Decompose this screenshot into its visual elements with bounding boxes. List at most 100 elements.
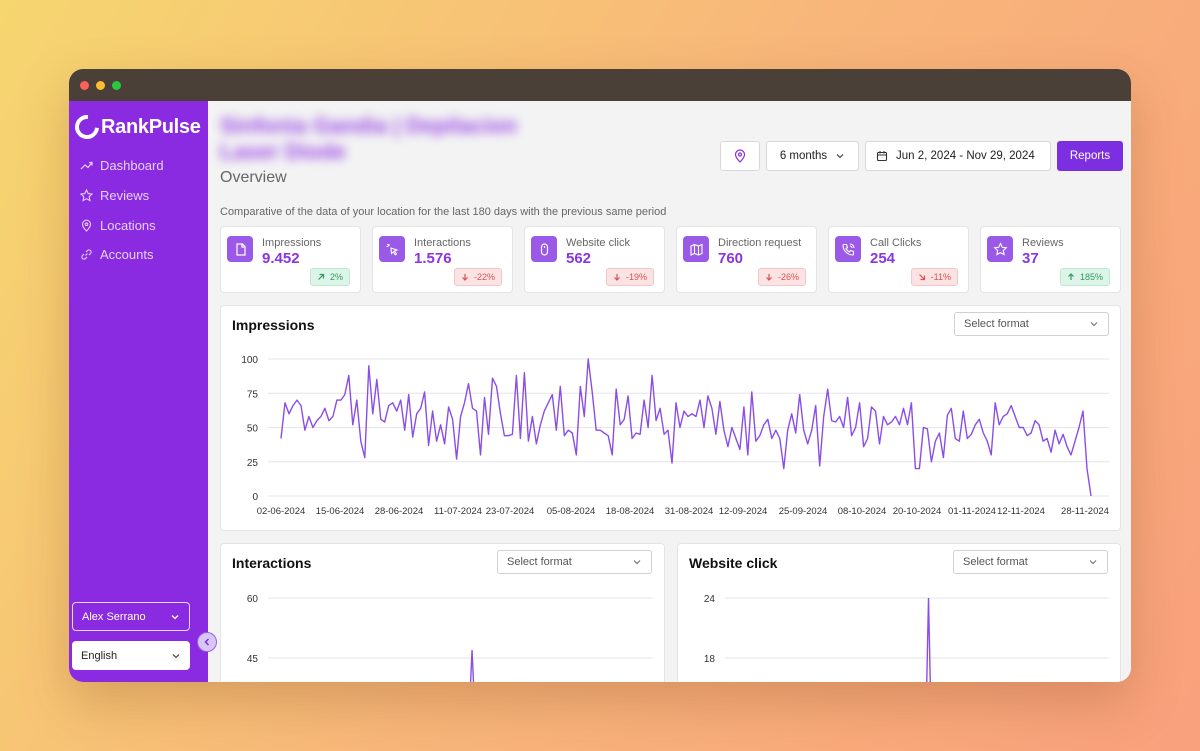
x-tick-label: 12-09-2024	[719, 506, 768, 517]
toolbar: 6 months Jun 2, 2024 - Nov 29, 2024 Repo…	[720, 141, 1123, 171]
kpi-icon-box	[987, 236, 1013, 262]
y-tick-label: 50	[247, 424, 259, 435]
kpi-card-website-click[interactable]: Website click 562 -19%	[524, 226, 665, 293]
x-tick-label: 02-06-2024	[257, 506, 306, 517]
interactions-format-select[interactable]: Select format	[497, 550, 652, 574]
series-peak	[469, 649, 475, 682]
sidebar-item-accounts[interactable]: Accounts	[80, 240, 205, 270]
phone-call-icon	[841, 242, 855, 256]
close-window-button[interactable]	[80, 80, 89, 90]
trending-up-icon	[80, 162, 93, 170]
map-pin-icon	[81, 219, 92, 232]
kpi-card-direction-request[interactable]: Direction request 760 -26%	[676, 226, 817, 293]
arrow-down-icon	[614, 274, 620, 281]
reports-button[interactable]: Reports	[1057, 141, 1123, 171]
brand-logo[interactable]: RankPulse	[70, 110, 201, 144]
kpi-value: 37	[1022, 250, 1039, 267]
kpi-card-reviews[interactable]: Reviews 37 185%	[980, 226, 1121, 293]
arrow-down-right-icon	[918, 274, 925, 281]
kpi-change-value: -11%	[930, 272, 951, 282]
pointer-click-icon	[386, 243, 399, 256]
period-value: 6 months	[779, 150, 828, 162]
impressions-line-chart: 0 25 50 75 100 02-06-2024 15-06-2024 28-06-2024…	[241, 355, 1109, 517]
sidebar-item-locations[interactable]: Locations	[80, 210, 205, 240]
user-select[interactable]: Alex Serrano	[72, 602, 190, 631]
sidebar-item-label: Accounts	[100, 247, 154, 263]
kpi-change-badge: -19%	[605, 268, 654, 286]
kpi-change-value: 185%	[1079, 272, 1103, 282]
sidebar-item-dashboard[interactable]: Dashboard	[80, 151, 205, 181]
chevron-down-icon	[836, 154, 844, 159]
kpi-label: Impressions	[262, 237, 322, 249]
location-filter-button[interactable]	[720, 141, 760, 171]
impressions-series-line	[280, 358, 1092, 497]
date-range-value: Jun 2, 2024 - Nov 29, 2024	[896, 150, 1035, 162]
chevron-down-icon	[1090, 322, 1098, 327]
y-tick-label: 25	[247, 458, 259, 469]
kpi-change-badge: 185%	[1059, 268, 1110, 286]
kpi-label: Direction request	[718, 237, 802, 249]
kpi-label: Call Clicks	[870, 237, 922, 249]
arrow-down-icon	[462, 274, 468, 281]
logo-ring-icon	[70, 110, 104, 144]
kpi-value: 562	[566, 250, 592, 267]
language-select[interactable]: English	[72, 641, 190, 670]
kpi-card-impressions[interactable]: Impressions 9.452 2%	[220, 226, 361, 293]
chevron-left-icon	[204, 638, 209, 646]
website-click-format-select[interactable]: Select format	[953, 550, 1108, 574]
chevron-down-icon	[172, 653, 180, 658]
y-tick-label: 18	[704, 654, 716, 665]
y-tick-label: 45	[247, 654, 259, 665]
title-bar	[69, 69, 1131, 101]
kpi-change-value: 2%	[329, 272, 343, 282]
minimize-window-button[interactable]	[96, 80, 105, 90]
kpi-change-value: -22%	[473, 272, 495, 282]
kpi-change-value: -26%	[777, 272, 799, 282]
page-title: Overview	[220, 169, 287, 186]
x-tick-label: 01-11-2024	[948, 506, 996, 517]
x-tick-label: 23-07-2024	[486, 506, 535, 517]
x-tick-label: 05-08-2024	[547, 506, 596, 517]
x-tick-label: 18-08-2024	[606, 506, 655, 517]
sidebar-item-label: Dashboard	[100, 158, 164, 174]
collapse-sidebar-button[interactable]	[197, 632, 217, 652]
interactions-chart-title: Interactions	[232, 555, 312, 571]
maximize-window-button[interactable]	[112, 80, 121, 90]
kpi-change-badge: 2%	[309, 268, 350, 286]
x-tick-label: 12-11-2024	[997, 506, 1045, 517]
sidebar: RankPulse Dashboard Reviews Locations Accou…	[69, 101, 208, 682]
location-name: Sinfonia Gandia | Depilacion Laser Diode	[220, 113, 518, 164]
kpi-icon-box	[379, 236, 405, 262]
x-tick-label: 28-06-2024	[375, 506, 424, 517]
chevron-down-icon	[171, 614, 179, 619]
arrow-down-icon	[766, 274, 772, 281]
y-tick-label: 75	[247, 389, 259, 400]
period-select[interactable]: 6 months	[766, 141, 859, 171]
impressions-format-select[interactable]: Select format	[954, 312, 1109, 336]
kpi-change-badge: -11%	[910, 268, 958, 286]
link-icon	[81, 249, 92, 261]
date-range-picker[interactable]: Jun 2, 2024 - Nov 29, 2024	[865, 141, 1051, 171]
kpi-icon-box	[835, 236, 861, 262]
x-tick-label: 11-07-2024	[434, 506, 482, 517]
main-content: Sinfonia Gandia | Depilacion Laser Diode…	[208, 101, 1131, 682]
x-tick-label: 08-10-2024	[838, 506, 887, 517]
format-placeholder: Select format	[963, 556, 1028, 568]
format-placeholder: Select format	[507, 556, 572, 568]
sidebar-item-reviews[interactable]: Reviews	[80, 181, 205, 211]
x-tick-label: 20-10-2024	[893, 506, 942, 517]
format-placeholder: Select format	[964, 318, 1029, 330]
kpi-card-interactions[interactable]: Interactions 1.576 -22%	[372, 226, 513, 293]
x-tick-label: 15-06-2024	[316, 506, 365, 517]
kpi-value: 254	[870, 250, 896, 267]
kpi-change-value: -19%	[625, 272, 647, 282]
kpi-value: 1.576	[414, 250, 452, 267]
brand-name: RankPulse	[101, 115, 201, 138]
series-peak	[926, 597, 931, 682]
kpi-card-call-clicks[interactable]: Call Clicks 254 -11%	[828, 226, 969, 293]
mouse-icon	[540, 242, 548, 256]
website-click-line-chart: 241812	[704, 594, 1109, 682]
y-tick-label: 0	[252, 492, 258, 503]
kpi-row: Impressions 9.452 2% Interactions 1.576 -22% W…	[220, 226, 1121, 293]
impressions-chart-title: Impressions	[232, 317, 315, 333]
